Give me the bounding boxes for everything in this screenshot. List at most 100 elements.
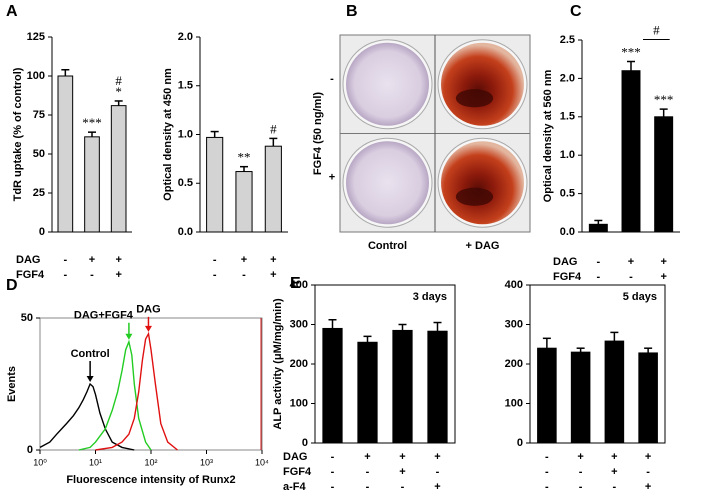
y-tick-label: 2.5 — [560, 34, 575, 46]
bar — [638, 352, 658, 444]
well-stain — [441, 141, 524, 225]
y-axis-label: FGF4 (50 ng/ml) — [312, 92, 324, 175]
y-axis-label: TdR uptake (% of control) — [12, 67, 24, 201]
condition-sign: - — [545, 466, 549, 478]
condition-sign: + — [645, 451, 651, 463]
condition-sign: - — [331, 466, 335, 478]
bar — [235, 171, 253, 233]
y-tick-label: 200 — [290, 358, 308, 370]
condition-sign: + — [399, 451, 405, 463]
subtitle: 5 days — [623, 291, 657, 303]
y-axis-label: ALP activity (μM/mg/min) — [272, 298, 284, 430]
condition-sign: + — [89, 254, 95, 266]
condition-sign: - — [213, 254, 217, 266]
row-label: - — [330, 73, 334, 85]
subtitle: 3 days — [413, 291, 447, 303]
bar — [588, 223, 608, 233]
row-label: + — [329, 172, 335, 184]
condition-sign: + — [628, 256, 634, 268]
y-tick-label: 300 — [505, 318, 523, 330]
y-tick-label: 0.0 — [560, 226, 575, 238]
condition-name: DAG — [16, 254, 40, 266]
condition-sign: - — [331, 481, 335, 493]
well-stain — [346, 141, 429, 225]
condition-sign: + — [270, 269, 276, 281]
x-tick-label: 10¹ — [89, 457, 102, 467]
condition-sign: + — [660, 271, 666, 283]
condition-name: FGF4 — [553, 271, 582, 283]
plot-frame — [39, 317, 263, 451]
y-tick-label: 400 — [290, 279, 308, 291]
condition-name: DAG — [283, 451, 307, 463]
y-tick-label: 0.5 — [178, 177, 193, 189]
y-tick-label: 50 — [33, 148, 45, 160]
y-tick-label: 100 — [505, 397, 523, 409]
condition-sign: - — [596, 256, 600, 268]
x-tick-label: 10² — [144, 457, 157, 467]
significance-label: *** — [654, 92, 674, 107]
y-tick-label: 400 — [505, 279, 523, 291]
condition-sign: - — [63, 254, 67, 266]
condition-sign: + — [434, 481, 440, 493]
series-label: DAG — [136, 304, 160, 316]
condition-sign: - — [579, 466, 583, 478]
x-axis-label: Fluorescence intensity of Runx2 — [66, 474, 235, 486]
condition-sign: - — [90, 269, 94, 281]
y-tick-label: 100 — [290, 397, 308, 409]
condition-sign: + — [115, 269, 121, 281]
bar — [110, 105, 127, 233]
column-label: Control — [368, 240, 407, 252]
panel-letter: C — [570, 3, 582, 20]
bar — [427, 330, 448, 444]
x-tick-label: 10³ — [200, 457, 213, 467]
condition-sign: + — [270, 254, 276, 266]
bar — [84, 136, 100, 233]
significance-label: *** — [82, 115, 102, 130]
condition-sign: - — [63, 269, 67, 281]
y-tick-label: 1.0 — [178, 128, 193, 140]
histogram-line — [78, 339, 152, 451]
panel-letter: B — [346, 3, 358, 20]
condition-sign: - — [366, 466, 370, 478]
bar — [264, 145, 282, 233]
condition-sign: + — [660, 256, 666, 268]
y-tick-label: 2.0 — [560, 72, 575, 84]
condition-sign: - — [579, 481, 583, 493]
histogram-line — [95, 331, 178, 451]
condition-sign: - — [545, 451, 549, 463]
condition-sign: - — [436, 466, 440, 478]
histogram-line — [39, 382, 135, 451]
condition-sign: + — [577, 451, 583, 463]
y-axis-label: Optical density at 450 nm — [162, 68, 174, 201]
y-tick-label: 50 — [21, 312, 33, 324]
bar — [322, 327, 343, 444]
condition-name: DAG — [553, 256, 577, 268]
y-tick-label: 0 — [27, 444, 33, 456]
bar — [570, 351, 591, 444]
y-tick-label: 1.5 — [178, 80, 193, 92]
y-tick-label: 0.0 — [178, 226, 193, 238]
arrow-head — [86, 376, 94, 382]
condition-name: FGF4 — [16, 269, 45, 281]
x-tick-label: 10⁴ — [255, 457, 269, 467]
stain-blotch — [455, 187, 494, 206]
series-label: DAG+FGF4 — [74, 310, 134, 322]
bar — [57, 75, 74, 233]
panel-letter: A — [6, 3, 18, 20]
condition-sign: + — [645, 481, 651, 493]
y-axis-label: Events — [6, 366, 18, 402]
series-label: Control — [71, 348, 110, 360]
significance-label: * — [115, 84, 122, 99]
panel-letter: E — [290, 275, 301, 292]
bar — [537, 347, 557, 444]
condition-sign: - — [596, 271, 600, 283]
y-tick-label: 2.0 — [178, 31, 193, 43]
significance-label: # — [115, 73, 122, 88]
condition-sign: - — [401, 481, 405, 493]
bar — [357, 341, 378, 444]
condition-sign: - — [613, 481, 617, 493]
condition-sign: + — [611, 451, 617, 463]
condition-name: FGF4 — [283, 466, 312, 478]
condition-sign: + — [241, 254, 247, 266]
significance-label: *** — [621, 44, 641, 59]
